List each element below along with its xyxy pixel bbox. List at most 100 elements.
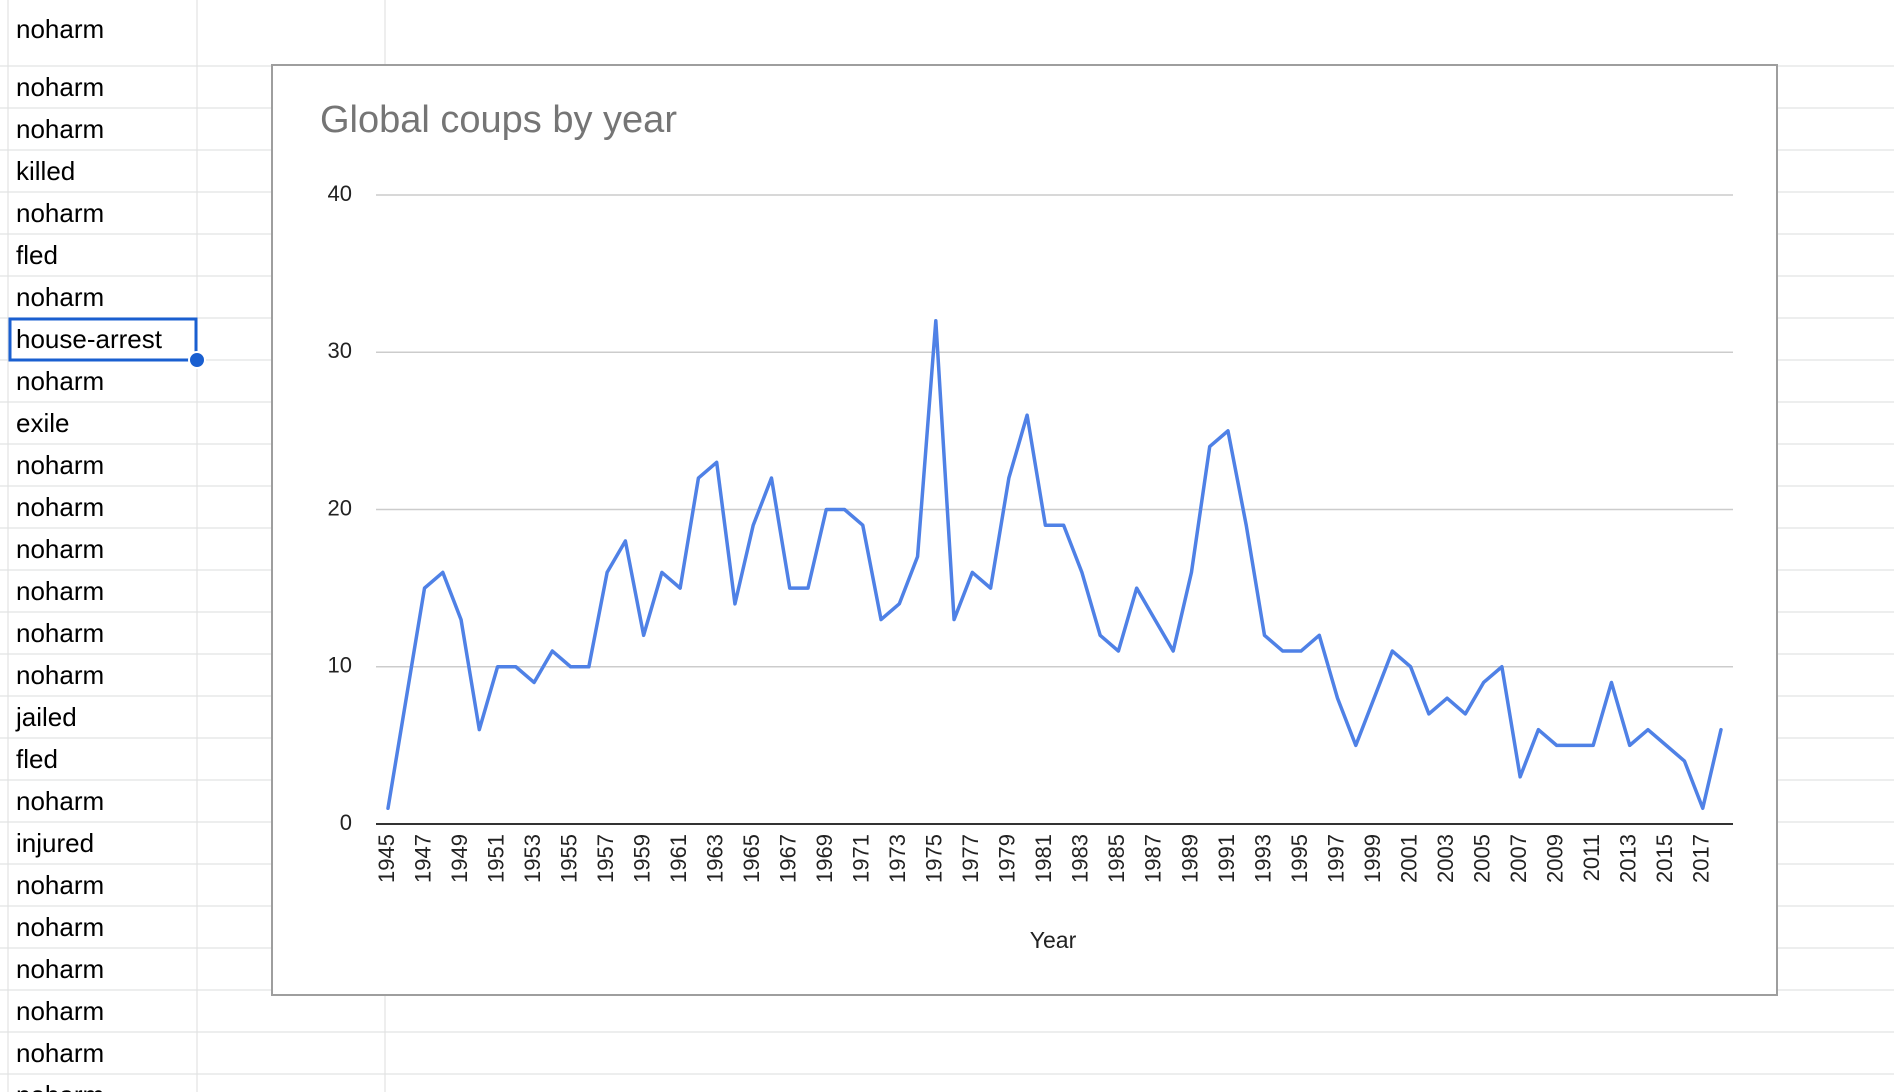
data-point[interactable] — [768, 475, 774, 481]
data-point[interactable] — [1590, 742, 1596, 748]
data-point[interactable] — [1444, 695, 1450, 701]
cell-a-2[interactable]: noharm — [16, 72, 104, 102]
data-point[interactable] — [1316, 632, 1322, 638]
cell-a-24[interactable]: noharm — [16, 996, 104, 1026]
data-point[interactable] — [1645, 727, 1651, 733]
data-point[interactable] — [604, 569, 610, 575]
data-point[interactable] — [1462, 711, 1468, 717]
data-point[interactable] — [1335, 695, 1341, 701]
cell-a-18[interactable]: fled — [16, 744, 58, 774]
data-point[interactable] — [1572, 742, 1578, 748]
data-point[interactable] — [1243, 522, 1249, 528]
data-point[interactable] — [1261, 632, 1267, 638]
cell-a-10[interactable]: exile — [16, 408, 69, 438]
data-point[interactable] — [1517, 774, 1523, 780]
chart-panel[interactable]: Global coups by year 0 10 20 30 40 1945 1947 1… — [271, 64, 1778, 996]
data-point[interactable] — [896, 601, 902, 607]
data-point[interactable] — [750, 522, 756, 528]
cell-a-4[interactable]: killed — [16, 156, 75, 186]
data-point[interactable] — [1079, 569, 1085, 575]
data-point[interactable] — [1499, 664, 1505, 670]
data-point[interactable] — [915, 554, 921, 560]
data-point[interactable] — [1535, 727, 1541, 733]
cell-a-9[interactable]: noharm — [16, 366, 104, 396]
data-point[interactable] — [1481, 679, 1487, 685]
data-point[interactable] — [805, 585, 811, 591]
data-point[interactable] — [860, 522, 866, 528]
data-point[interactable] — [1353, 742, 1359, 748]
data-point[interactable] — [1042, 522, 1048, 528]
data-point[interactable] — [659, 569, 665, 575]
cell-a-8[interactable]: house-arrest — [16, 324, 163, 354]
data-point[interactable] — [1389, 648, 1395, 654]
cell-a-26[interactable]: noharm — [16, 1080, 104, 1092]
data-point[interactable] — [1608, 679, 1614, 685]
cell-a-11[interactable]: noharm — [16, 450, 104, 480]
data-point[interactable] — [1554, 742, 1560, 748]
data-point[interactable] — [1170, 648, 1176, 654]
data-point[interactable] — [1663, 742, 1669, 748]
data-point[interactable] — [1006, 475, 1012, 481]
data-point[interactable] — [1681, 758, 1687, 764]
cell-a-3[interactable]: noharm — [16, 114, 104, 144]
cell-a-22[interactable]: noharm — [16, 912, 104, 942]
data-point[interactable] — [513, 664, 519, 670]
data-point[interactable] — [641, 632, 647, 638]
data-point[interactable] — [1700, 805, 1706, 811]
cell-a-19[interactable]: noharm — [16, 786, 104, 816]
data-point[interactable] — [1024, 412, 1030, 418]
data-point[interactable] — [695, 475, 701, 481]
data-point[interactable] — [495, 664, 501, 670]
selected-cell-outline[interactable] — [8, 317, 198, 362]
data-point[interactable] — [1207, 444, 1213, 450]
data-point[interactable] — [568, 664, 574, 670]
cell-a-13[interactable]: noharm — [16, 534, 104, 564]
data-point[interactable] — [787, 585, 793, 591]
data-point[interactable] — [1298, 648, 1304, 654]
data-point[interactable] — [1426, 711, 1432, 717]
data-point[interactable] — [531, 679, 537, 685]
data-point[interactable] — [677, 585, 683, 591]
data-point[interactable] — [1627, 742, 1633, 748]
data-point[interactable] — [385, 805, 391, 811]
data-point[interactable] — [440, 569, 446, 575]
data-point[interactable] — [1115, 648, 1121, 654]
cell-a-21[interactable]: noharm — [16, 870, 104, 900]
cell-a-7[interactable]: noharm — [16, 282, 104, 312]
data-point[interactable] — [732, 601, 738, 607]
cell-a-14[interactable]: noharm — [16, 576, 104, 606]
fill-handle[interactable] — [188, 351, 206, 369]
data-point[interactable] — [823, 507, 829, 513]
data-point[interactable] — [1225, 428, 1231, 434]
data-point[interactable] — [714, 459, 720, 465]
cell-a-25[interactable]: noharm — [16, 1038, 104, 1068]
cell-a-20[interactable]: injured — [16, 828, 94, 858]
data-point[interactable] — [586, 664, 592, 670]
data-point[interactable] — [1097, 632, 1103, 638]
data-point[interactable] — [1188, 569, 1194, 575]
data-point[interactable] — [878, 617, 884, 623]
data-point[interactable] — [422, 585, 428, 591]
data-point[interactable] — [842, 507, 848, 513]
cell-a-5[interactable]: noharm — [16, 198, 104, 228]
data-point[interactable] — [549, 648, 555, 654]
data-point[interactable] — [1061, 522, 1067, 528]
data-point[interactable] — [622, 538, 628, 544]
cell-a-17[interactable]: jailed — [15, 702, 77, 732]
cell-a-6[interactable]: fled — [16, 240, 58, 270]
data-point[interactable] — [476, 727, 482, 733]
cell-a-16[interactable]: noharm — [16, 660, 104, 690]
data-point[interactable] — [988, 585, 994, 591]
data-point[interactable] — [1280, 648, 1286, 654]
cell-a-1[interactable]: noharm — [16, 14, 104, 44]
data-point[interactable] — [458, 617, 464, 623]
data-point[interactable] — [969, 569, 975, 575]
data-point[interactable] — [1152, 617, 1158, 623]
data-point[interactable] — [933, 318, 939, 324]
data-point[interactable] — [1371, 695, 1377, 701]
data-point[interactable] — [951, 617, 957, 623]
cell-a-23[interactable]: noharm — [16, 954, 104, 984]
data-point[interactable] — [403, 695, 409, 701]
data-point[interactable] — [1134, 585, 1140, 591]
cell-a-12[interactable]: noharm — [16, 492, 104, 522]
